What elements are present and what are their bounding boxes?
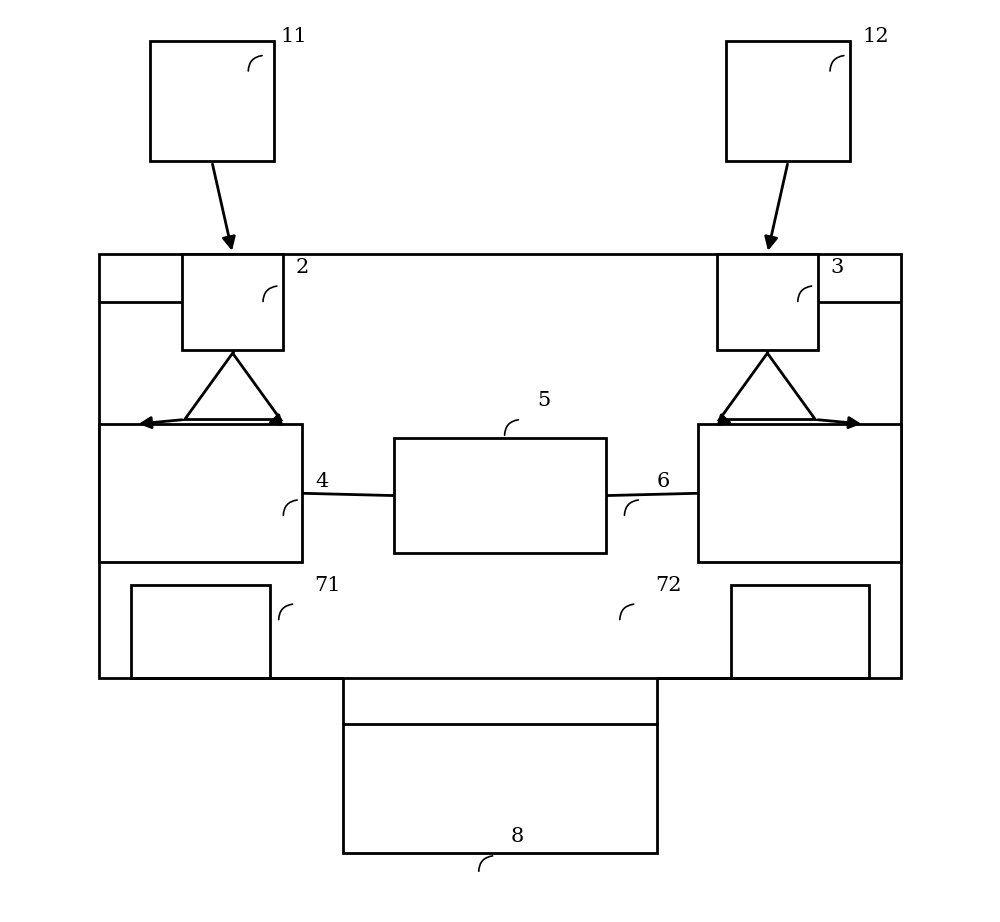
Bar bbox=[343, 724, 657, 853]
Text: 72: 72 bbox=[655, 575, 681, 595]
Bar bbox=[182, 254, 283, 350]
Bar bbox=[726, 41, 850, 161]
Text: 6: 6 bbox=[657, 471, 670, 491]
Text: 11: 11 bbox=[281, 27, 307, 46]
Polygon shape bbox=[719, 353, 815, 420]
Text: 12: 12 bbox=[862, 27, 889, 46]
Bar bbox=[717, 254, 818, 350]
Bar bbox=[99, 424, 302, 562]
Text: 8: 8 bbox=[511, 827, 524, 846]
Text: 4: 4 bbox=[316, 471, 329, 491]
Bar bbox=[394, 438, 606, 553]
Bar bbox=[698, 424, 901, 562]
Bar bbox=[731, 585, 869, 678]
Bar bbox=[131, 585, 270, 678]
Bar bbox=[150, 41, 274, 161]
Polygon shape bbox=[185, 353, 281, 420]
Bar bbox=[99, 254, 901, 678]
Text: 71: 71 bbox=[314, 575, 340, 595]
Text: 5: 5 bbox=[537, 391, 550, 410]
Text: 3: 3 bbox=[830, 257, 843, 277]
Text: 2: 2 bbox=[295, 257, 309, 277]
